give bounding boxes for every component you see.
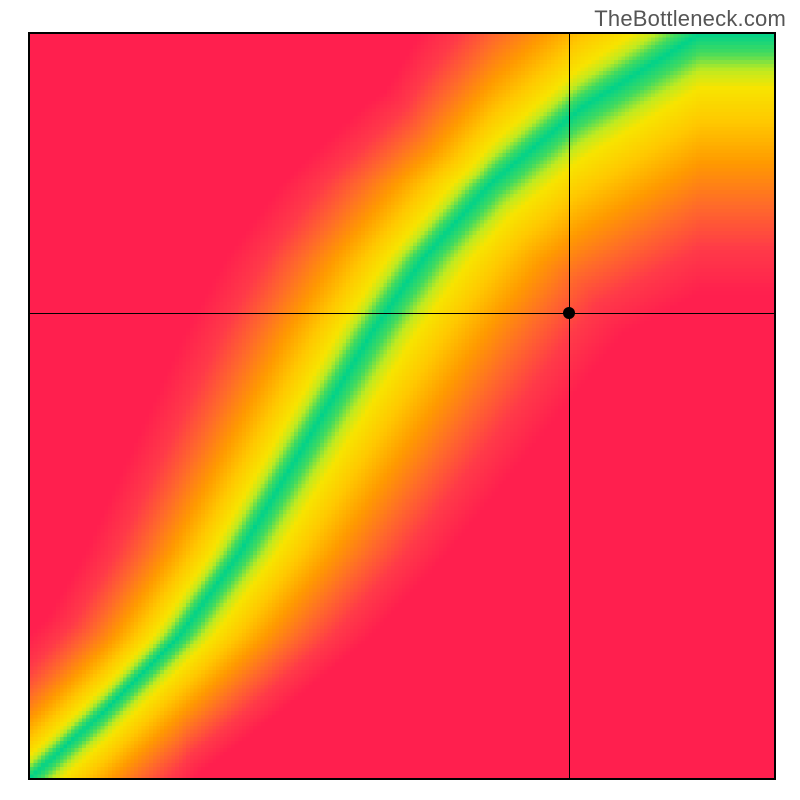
plot-area <box>28 32 776 780</box>
crosshair-marker <box>563 307 575 319</box>
crosshair-vertical <box>569 34 570 778</box>
figure: TheBottleneck.com <box>0 0 800 800</box>
watermark-text: TheBottleneck.com <box>594 6 786 32</box>
bottleneck-heatmap <box>30 34 774 778</box>
crosshair-horizontal <box>30 313 774 314</box>
